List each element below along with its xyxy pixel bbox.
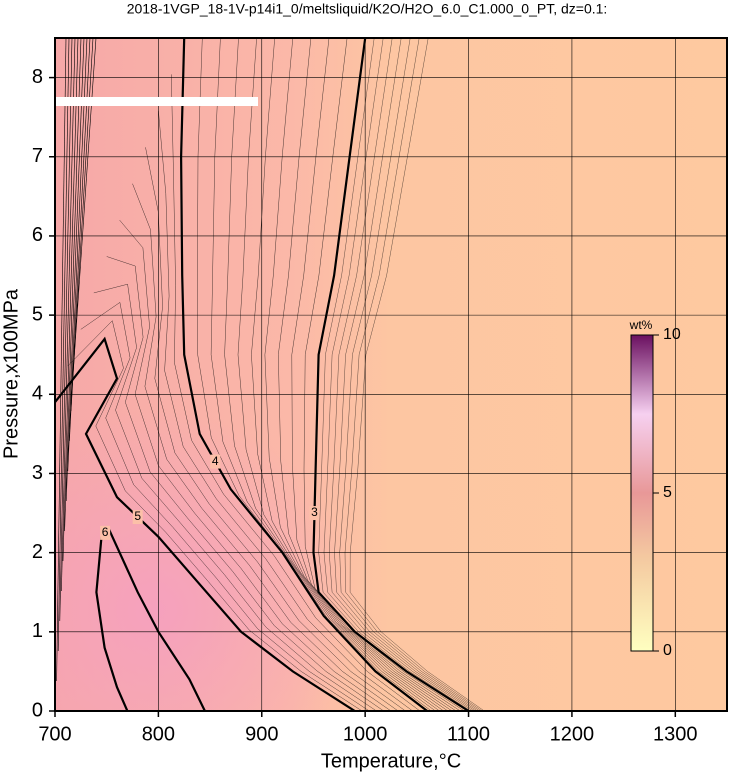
- y-tick-label: 1: [32, 620, 43, 642]
- thin-contour: [62, 38, 79, 562]
- blank-band: [55, 97, 258, 106]
- x-tick-label: 800: [142, 723, 175, 745]
- thin-contour: [171, 74, 421, 711]
- thin-contour: [323, 38, 474, 711]
- thin-contour: [119, 219, 392, 711]
- thin-contour: [197, 38, 432, 711]
- contour-label-bg: [132, 510, 143, 525]
- thin-contour: [278, 38, 457, 711]
- x-axis-label: Temperature,°C: [321, 750, 461, 772]
- contour-label: 6: [102, 525, 109, 539]
- thin-contour: [349, 38, 485, 711]
- y-tick-label: 4: [32, 383, 43, 405]
- y-tick-label: 6: [32, 224, 43, 246]
- plot-shade: [55, 38, 727, 711]
- thin-contour: [67, 320, 363, 711]
- y-tick-label: 5: [32, 303, 43, 325]
- thin-contour: [80, 301, 370, 711]
- thin-contour: [56, 38, 67, 682]
- x-tick-label: 900: [245, 723, 278, 745]
- thin-contour: [210, 38, 436, 711]
- thin-contour: [237, 38, 444, 711]
- x-tick-label: 700: [38, 723, 71, 745]
- y-tick-label: 0: [32, 699, 43, 721]
- thin-contour: [158, 110, 413, 711]
- plot-frame: [54, 37, 728, 712]
- thin-contour: [334, 38, 478, 711]
- colorbar-tick-label: 10: [663, 326, 681, 343]
- y-axis-label: Pressure,x100MPa: [0, 288, 22, 459]
- x-tick-label: 1100: [447, 723, 490, 745]
- contour-label-bg: [100, 525, 111, 540]
- thin-contour: [59, 38, 73, 622]
- thin-contour: [64, 38, 82, 532]
- y-tick-label: 8: [32, 66, 43, 88]
- thin-contour: [339, 38, 480, 711]
- thin-contour: [303, 38, 465, 711]
- colorbar-label: wt%: [629, 318, 653, 332]
- contour-label-bg: [309, 506, 320, 521]
- thin-contour: [224, 38, 440, 711]
- contour-label: 4: [212, 454, 219, 468]
- contour-label: 5: [134, 509, 141, 523]
- thin-contour: [344, 38, 483, 711]
- thin-contour: [106, 256, 384, 711]
- x-tick-label: 1000: [343, 723, 388, 745]
- thin-contour: [72, 38, 97, 382]
- thin-contour: [291, 38, 461, 711]
- y-tick-label: 2: [32, 541, 43, 563]
- thin-contour: [93, 283, 377, 711]
- thin-contour: [145, 147, 406, 711]
- x-tick-label: 1300: [653, 723, 698, 745]
- colorbar-tick-label: 5: [663, 484, 672, 501]
- y-tick-label: 3: [32, 462, 43, 484]
- contour-label: 3: [311, 505, 318, 519]
- y-tick-label: 7: [32, 145, 43, 167]
- thin-contour: [65, 38, 85, 502]
- contour-label-bg: [210, 454, 221, 469]
- colorbar-tick-label: 0: [663, 642, 672, 659]
- x-tick-label: 1200: [550, 723, 595, 745]
- thin-contour: [67, 38, 88, 472]
- thin-contour: [328, 38, 476, 711]
- thin-contour: [318, 38, 471, 711]
- thin-contour: [132, 183, 399, 711]
- thin-contour: [57, 38, 70, 652]
- chart-title: 2018-1VGP_18-1V-p14i1_0/meltsliquid/K2O/…: [127, 1, 608, 17]
- colorbar: [630, 334, 654, 652]
- thin-contour: [264, 38, 453, 711]
- thin-contour: [61, 38, 76, 592]
